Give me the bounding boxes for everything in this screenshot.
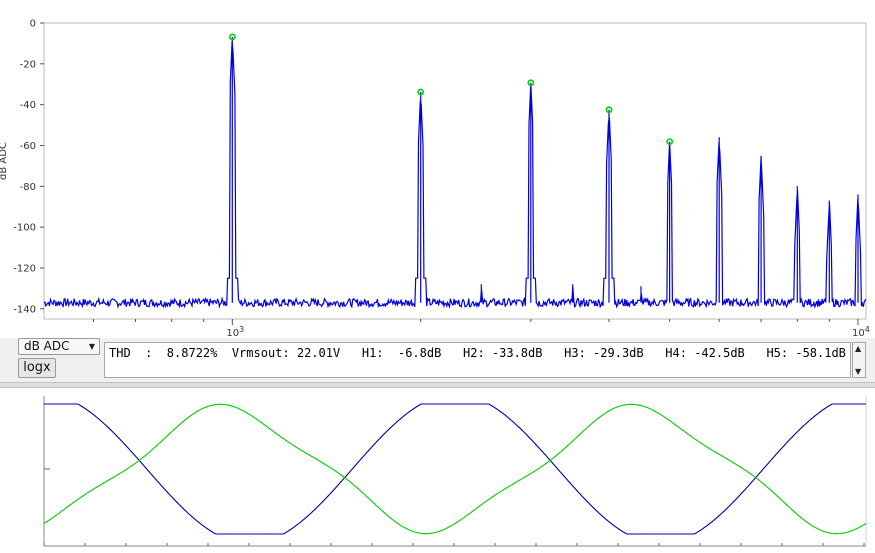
spectrum-chart[interactable]: 0 -20 -40 -60 -80 -100 -120 -140 103 104 dB ADC <box>0 0 875 339</box>
scroll-down-icon[interactable]: ▼ <box>855 367 862 376</box>
logx-button[interactable]: logx <box>18 358 56 378</box>
peak-marker <box>417 88 425 96</box>
x-axis: 103 104 <box>93 319 870 338</box>
x-tick-label: 104 <box>852 325 870 338</box>
peak-marker <box>605 106 613 114</box>
scale-mode-value: dB ADC <box>24 339 70 353</box>
scroll-up-icon[interactable]: ▲ <box>855 344 862 353</box>
chevron-down-icon: ▼ <box>88 342 95 351</box>
controls-bar: dB ADC ▼ logx THD : 8.8722% Vrmsout: 22.… <box>0 338 875 382</box>
peak-marker <box>228 33 236 41</box>
y-axis-label: dB ADC <box>0 142 9 180</box>
x-tick-exponent: 4 <box>865 325 870 334</box>
thd-readout[interactable]: THD : 8.8722% Vrmsout: 22.01V H1: -6.8dB… <box>104 342 851 378</box>
y-axis: 0 -20 -40 -60 -80 -100 -120 -140 <box>13 19 44 315</box>
y-tick-label: -140 <box>13 304 36 315</box>
waveform-plot[interactable] <box>0 388 875 553</box>
fundamental-wave <box>44 403 866 535</box>
y-tick-label: -100 <box>13 223 36 234</box>
wave-ticks <box>43 468 865 546</box>
y-tick-label: -20 <box>20 59 36 70</box>
scale-mode-dropdown[interactable]: dB ADC ▼ <box>18 338 100 355</box>
y-tick-label: -80 <box>20 182 36 193</box>
y-tick-label: -120 <box>13 263 36 274</box>
peak-marker <box>527 79 535 87</box>
x-tick-label: 103 <box>226 325 244 338</box>
distorted-wave <box>43 403 867 535</box>
y-tick-label: -40 <box>20 100 36 111</box>
peak-markers <box>228 33 674 146</box>
peak-marker <box>666 138 674 146</box>
spectrum-plot[interactable]: 0 -20 -40 -60 -80 -100 -120 -140 103 104 dB ADC <box>0 0 875 338</box>
y-tick-label: -60 <box>20 141 36 152</box>
thd-scrollbar[interactable]: ▲ ▼ <box>852 342 866 378</box>
x-tick-exponent: 3 <box>239 325 244 334</box>
y-tick-label: 0 <box>30 19 36 30</box>
plot-frame <box>43 22 867 320</box>
panel-splitter[interactable] <box>0 382 875 388</box>
waveform-chart[interactable] <box>0 388 875 553</box>
spectrum-trace <box>43 36 867 309</box>
